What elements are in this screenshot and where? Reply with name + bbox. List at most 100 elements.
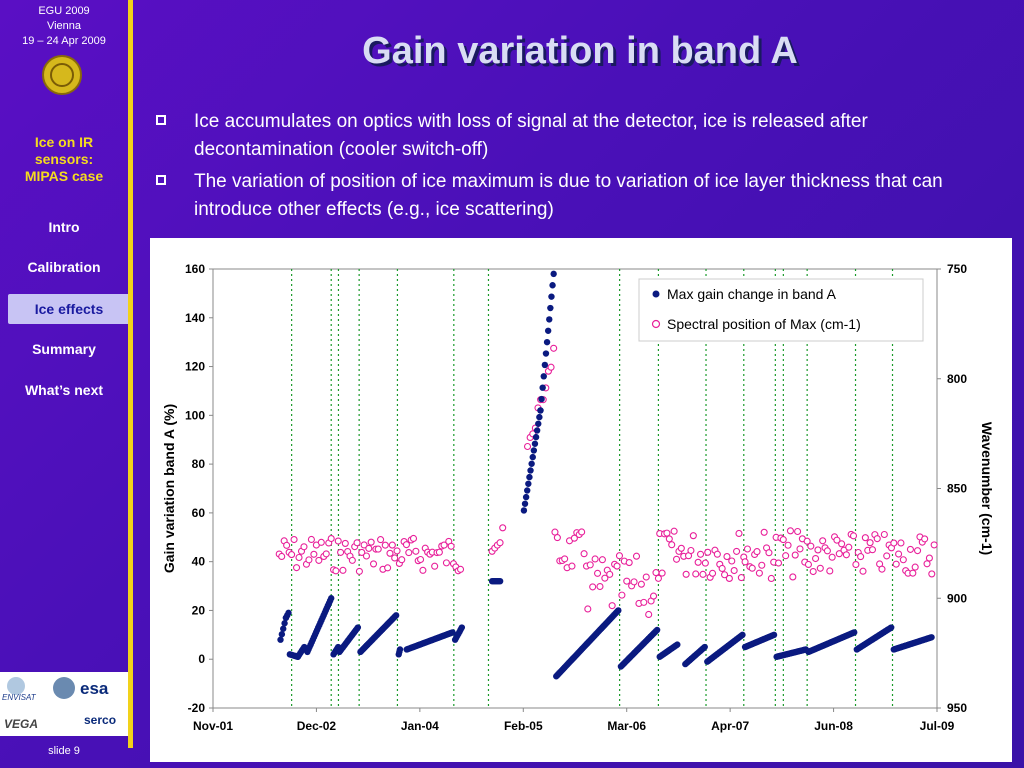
y-tick-label: 140 (185, 311, 205, 325)
spectral-position-point (431, 562, 439, 570)
spectral-position-point (906, 545, 914, 553)
spectral-position-point (496, 539, 504, 547)
logo-esa: esa (80, 679, 109, 698)
spectral-position-point (909, 569, 917, 577)
x-tick-label: Nov-01 (193, 719, 233, 733)
nav-ice-effects[interactable]: Ice effects (8, 294, 130, 324)
x-tick-label: Apr-07 (711, 719, 749, 733)
nav-calibration[interactable]: Calibration (27, 259, 101, 275)
spectral-position-point (654, 574, 662, 582)
spectral-position-point (794, 527, 802, 536)
spectral-position-point (353, 539, 361, 547)
spectral-position-point (791, 551, 799, 559)
spectral-position-point (914, 547, 922, 555)
spectral-position-point (278, 552, 286, 561)
spectral-position-point (852, 560, 860, 569)
spectral-position-point (866, 539, 874, 547)
spectral-position-point (687, 546, 695, 555)
y-tick-label: 160 (185, 262, 205, 276)
max-gain-point (496, 577, 504, 585)
nav-summary[interactable]: Summary (32, 341, 96, 357)
max-gain-point (547, 304, 554, 312)
spectral-position-point (358, 548, 366, 556)
spectral-position-point (774, 559, 783, 567)
spectral-position-point (868, 546, 877, 554)
spectral-position-point (652, 569, 660, 577)
nav-intro[interactable]: Intro (48, 219, 80, 235)
spectral-position-point (704, 548, 712, 556)
spectral-position-point (295, 553, 303, 562)
max-gain-point (278, 631, 286, 638)
x-tick-label: Jul-09 (920, 719, 955, 733)
max-gain-point (539, 384, 546, 391)
max-gain-point (396, 646, 404, 653)
max-gain-point (928, 634, 935, 641)
gain-chart: -20 0 20 40 60 80 100 120 140 160 750 800 850 900 950 N… (161, 262, 995, 733)
spectral-position-point (561, 555, 569, 563)
spectral-position-point (456, 565, 465, 573)
max-gain-point (537, 407, 544, 414)
spectral-position-point (305, 556, 313, 564)
spectral-position-point (568, 562, 576, 570)
y2-tick-label: 900 (947, 591, 967, 605)
spectral-position-point (928, 570, 936, 578)
max-gain-point (520, 507, 528, 514)
y-tick-label: 80 (192, 457, 206, 471)
spectral-position-point (292, 564, 301, 572)
y-tick-label: 60 (192, 506, 206, 520)
spectral-position-point (623, 577, 631, 585)
max-gain-point (533, 427, 541, 434)
spectral-position-point (767, 574, 775, 583)
spectral-position-point (625, 559, 633, 567)
spectral-position-point (381, 541, 389, 549)
spectral-position-point (838, 540, 846, 548)
spectral-position-point (897, 539, 905, 547)
spectral-position-point (807, 542, 815, 550)
max-gain-point (354, 624, 362, 631)
legend-box (638, 278, 924, 342)
bullet-text: The variation of position of ice maximum… (194, 171, 943, 220)
spectral-position-point (435, 548, 443, 556)
spectral-position-point (713, 550, 721, 558)
series-max-gain (277, 270, 935, 680)
spectral-position-point (386, 549, 394, 557)
spectral-position-point (725, 574, 733, 582)
y2-tick-label: 850 (947, 482, 967, 496)
spectral-position-point (845, 543, 853, 551)
spectral-position-point (895, 550, 903, 558)
spectral-position-point (553, 534, 561, 542)
spectral-position-point (586, 561, 594, 569)
topic-line: MIPAS case (24, 168, 104, 184)
slide-number: slide 9 (48, 745, 80, 757)
spectral-position-point (637, 580, 645, 588)
spectral-position-point (890, 539, 898, 547)
spectral-position-point (310, 550, 318, 558)
max-gain-point (615, 607, 622, 614)
max-gain-point (281, 620, 288, 627)
spectral-position-point (315, 556, 323, 564)
spectral-position-point (803, 537, 811, 545)
spectral-position-point (601, 574, 609, 582)
partner-logos: ENVISAT esa VEGA serco (0, 672, 128, 736)
spectral-position-point (377, 536, 385, 544)
partner-logos-graphic: ENVISAT esa VEGA serco (2, 677, 116, 731)
y-tick-label: 0 (198, 652, 205, 666)
x-tick-label: Jun-08 (814, 719, 853, 733)
y-tick-label: 120 (185, 360, 205, 374)
max-gain-point (770, 631, 778, 639)
spectral-position-point (409, 534, 418, 543)
max-gain-point (550, 270, 557, 278)
spectral-position-point (814, 546, 822, 554)
spectral-position-point (823, 547, 831, 555)
spectral-position-point (743, 545, 752, 553)
spectral-position-point (760, 528, 768, 536)
spectral-position-point (589, 583, 597, 591)
spectral-position-point (593, 569, 602, 577)
spectral-position-point (755, 569, 763, 577)
x-tick-label: Feb-05 (504, 719, 543, 733)
nav-whats-next[interactable]: What’s next (24, 382, 104, 398)
bullet-text: Ice accumulates on optics with loss of s… (194, 111, 868, 160)
legend-label-max-gain: Max gain change in band A (667, 286, 837, 302)
spectral-position-point (828, 553, 836, 561)
spectral-position-point (758, 561, 766, 569)
